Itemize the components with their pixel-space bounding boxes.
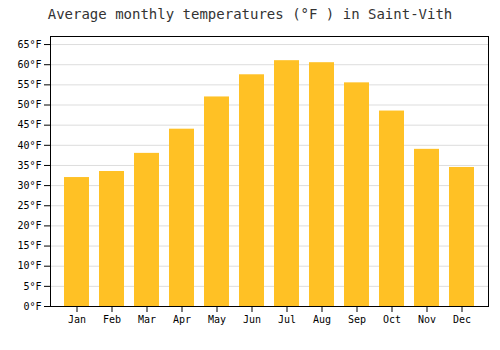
svg-text:55°F: 55°F <box>17 79 41 90</box>
svg-text:65°F: 65°F <box>17 39 41 50</box>
svg-text:0°F: 0°F <box>23 301 41 312</box>
svg-text:45°F: 45°F <box>17 119 41 130</box>
svg-text:35°F: 35°F <box>17 160 41 171</box>
html-text:Average monthly temperatures (: Average monthly temperatures (°F ) in Sa… <box>47 6 453 22</box>
svg-text:40°F: 40°F <box>17 140 41 151</box>
svg-text:20°F: 20°F <box>17 220 41 231</box>
svg-text:May: May <box>208 314 226 325</box>
svg-text:50°F: 50°F <box>17 99 41 110</box>
svg-text:Jan: Jan <box>68 314 86 325</box>
svg-text:Mar: Mar <box>138 314 156 325</box>
svg-text:Oct: Oct <box>383 314 401 325</box>
svg-text:30°F: 30°F <box>17 180 41 191</box>
svg-text:Apr: Apr <box>173 314 191 325</box>
svg-text:15°F: 15°F <box>17 240 41 251</box>
svg-text:Jun: Jun <box>243 314 261 325</box>
svg-text:Jul: Jul <box>278 314 296 325</box>
svg-text:10°F: 10°F <box>17 260 41 271</box>
svg-text:5°F: 5°F <box>23 281 41 292</box>
svg-text:Sep: Sep <box>348 314 366 325</box>
svg-text:25°F: 25°F <box>17 200 41 211</box>
svg-text:Dec: Dec <box>453 314 471 325</box>
svg-text:60°F: 60°F <box>17 59 41 70</box>
svg-text:Nov: Nov <box>418 314 436 325</box>
svg-text:Feb: Feb <box>103 314 121 325</box>
svg-text:Aug: Aug <box>313 314 331 325</box>
